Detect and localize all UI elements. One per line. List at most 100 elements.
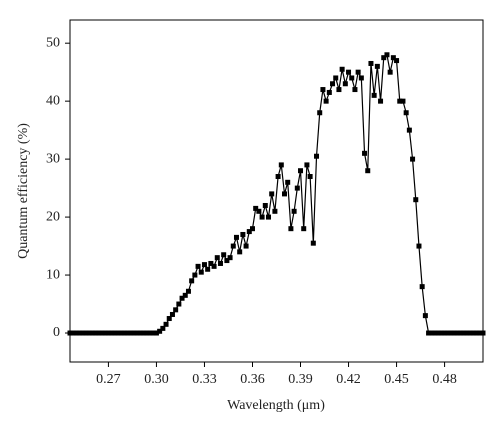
data-point <box>406 127 412 133</box>
data-point <box>429 330 435 336</box>
data-point <box>240 231 246 237</box>
data-point <box>256 208 262 214</box>
data-point <box>282 191 288 197</box>
data-point <box>310 240 316 246</box>
data-point <box>89 330 95 336</box>
data-point <box>477 330 483 336</box>
data-point <box>285 179 291 185</box>
data-point <box>70 330 76 336</box>
data-point <box>339 66 345 72</box>
data-point <box>333 75 339 81</box>
data-point <box>67 330 73 336</box>
data-point <box>458 330 464 336</box>
data-point <box>166 316 172 322</box>
data-point <box>269 191 275 197</box>
data-point <box>80 330 86 336</box>
data-point <box>432 330 438 336</box>
y-tick-label: 0 <box>53 325 60 340</box>
data-point <box>374 63 380 69</box>
data-point <box>150 330 156 336</box>
data-point <box>211 263 217 269</box>
data-point <box>336 87 342 93</box>
data-line <box>70 53 483 334</box>
data-point <box>355 69 361 75</box>
data-point <box>291 208 297 214</box>
data-point <box>153 330 159 336</box>
data-point <box>221 252 227 258</box>
x-tick-label: 0.42 <box>336 372 361 387</box>
data-point <box>208 260 214 266</box>
data-point <box>134 330 140 336</box>
y-tick-label: 40 <box>46 93 60 108</box>
data-point <box>320 87 326 93</box>
data-point <box>144 330 150 336</box>
data-point <box>317 110 323 116</box>
data-point <box>105 330 111 336</box>
data-point <box>99 330 105 336</box>
data-point <box>112 330 118 336</box>
data-point <box>249 226 255 232</box>
data-point <box>288 226 294 232</box>
data-point <box>192 272 198 278</box>
data-point <box>352 87 358 93</box>
data-point <box>403 110 409 116</box>
data-point <box>419 284 425 290</box>
data-point <box>480 330 486 336</box>
data-point <box>128 330 134 336</box>
data-point <box>125 330 131 336</box>
x-tick-label: 0.45 <box>384 372 409 387</box>
data-point <box>400 98 406 104</box>
data-point <box>470 330 476 336</box>
x-tick-label: 0.27 <box>96 372 121 387</box>
data-point <box>349 75 355 81</box>
data-point <box>346 69 352 75</box>
data-point <box>182 292 188 298</box>
data-point <box>435 330 441 336</box>
x-tick-label: 0.30 <box>144 372 169 387</box>
data-point <box>278 162 284 168</box>
data-point <box>109 330 115 336</box>
data-point <box>230 243 236 249</box>
x-tick-label: 0.39 <box>288 372 313 387</box>
data-point <box>381 55 387 61</box>
data-point <box>86 330 92 336</box>
data-point <box>121 330 127 336</box>
data-point <box>371 92 377 98</box>
data-point <box>314 153 320 159</box>
data-point <box>96 330 102 336</box>
data-point <box>195 263 201 269</box>
data-point <box>205 266 211 272</box>
data-point <box>253 205 259 211</box>
data-point <box>201 262 207 268</box>
data-point <box>198 269 204 275</box>
data-point <box>118 330 124 336</box>
data-point <box>189 278 195 284</box>
data-point <box>233 234 239 240</box>
plot-frame <box>69 19 484 363</box>
y-tick-label: 10 <box>46 267 60 282</box>
data-point <box>294 185 300 191</box>
data-point <box>304 162 310 168</box>
data-point <box>474 330 480 336</box>
data-point <box>157 328 163 334</box>
data-point <box>179 295 185 301</box>
data-point <box>342 81 348 87</box>
data-point <box>378 98 384 104</box>
data-point <box>390 55 396 61</box>
data-point <box>185 288 191 294</box>
data-point <box>137 330 143 336</box>
data-point <box>272 208 278 214</box>
data-point <box>438 330 444 336</box>
data-point <box>141 330 147 336</box>
data-point <box>451 330 457 336</box>
data-point <box>173 307 179 313</box>
data-point <box>448 330 454 336</box>
y-tick-label: 50 <box>46 35 60 50</box>
data-point <box>73 330 79 336</box>
x-tick-label: 0.33 <box>192 372 217 387</box>
data-point <box>422 313 428 319</box>
data-point <box>115 330 121 336</box>
data-point <box>416 243 422 249</box>
data-point <box>265 214 271 220</box>
